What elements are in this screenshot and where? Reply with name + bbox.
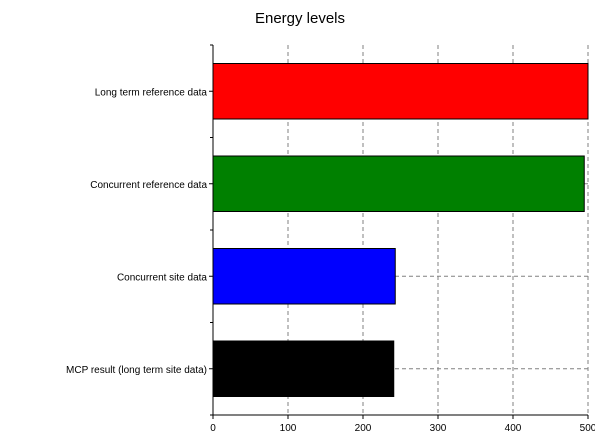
bar <box>212 63 589 120</box>
category-labels: Long term reference data Concurrent refer… <box>66 87 207 376</box>
axes <box>209 44 589 419</box>
x-tick-label: 100 <box>280 423 297 434</box>
bar <box>212 155 585 212</box>
bar <box>212 248 396 305</box>
x-tick-labels: 0 100 200 300 400 500 <box>210 423 595 434</box>
category-label: Concurrent site data <box>117 272 207 283</box>
x-tick-label: 400 <box>505 423 522 434</box>
category-label: Concurrent reference data <box>90 180 207 191</box>
x-tick-label: 500 <box>580 423 595 434</box>
chart-title: Energy levels <box>254 10 346 27</box>
x-tick-label: 300 <box>430 423 447 434</box>
bars <box>212 63 589 397</box>
x-tick-label: 200 <box>355 423 372 434</box>
x-tick-label: 0 <box>210 423 216 434</box>
category-label: Long term reference data <box>95 87 208 98</box>
category-label: MCP result (long term site data) <box>66 365 207 376</box>
bar <box>212 340 395 397</box>
